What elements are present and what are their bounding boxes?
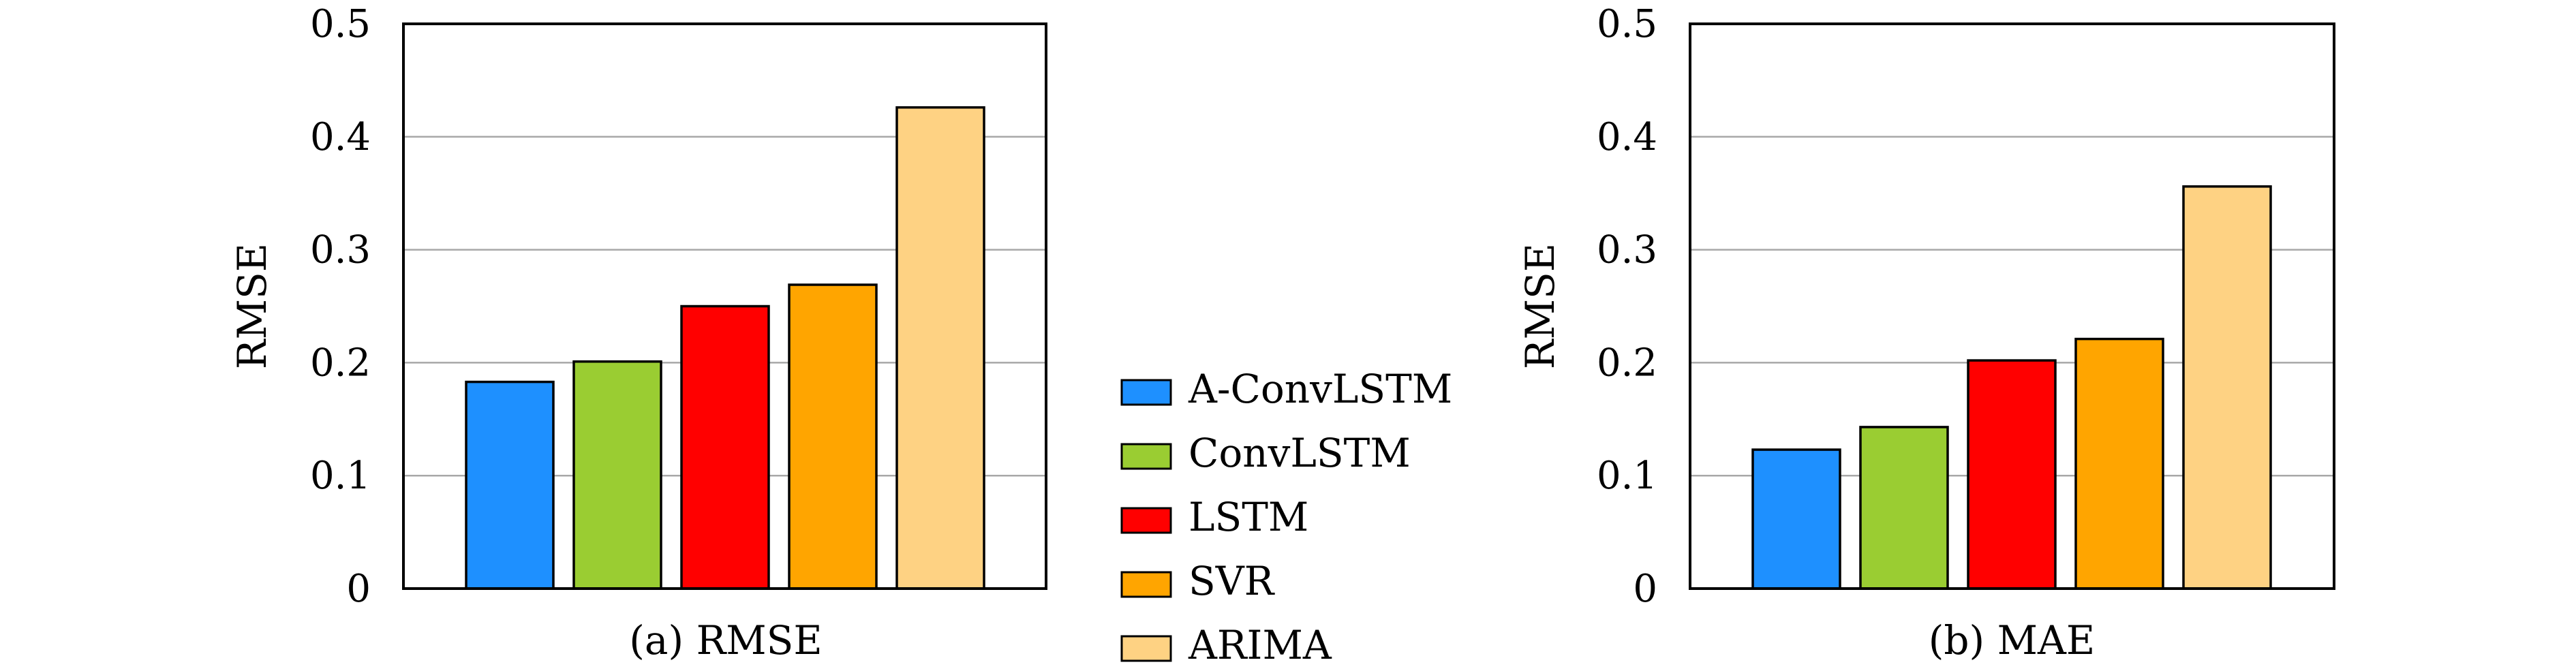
bar-convlstm [572,360,662,590]
legend-label: SVR [1189,558,1276,604]
bar-lstm [1967,359,2057,590]
chart-rmse: 0 0.1 0.2 0.3 0.4 0.5 RMSE (a) RMSE [229,2,1047,664]
y-tick-label: 0 [346,567,371,611]
legend-item: A-ConvLSTM [1120,366,1452,412]
bars-layer [1751,185,2272,590]
subfigure-caption: (a) RMSE [629,617,822,664]
legend-label: ConvLSTM [1189,430,1411,476]
y-axis-label: RMSE [1517,243,1563,369]
y-tick-label: 0.3 [310,228,371,272]
plot-frame [402,22,1047,590]
y-tick-label: 0.5 [310,2,371,46]
chart-mae: 0 0.1 0.2 0.3 0.4 0.5 RMSE (b) MAE [1517,2,2335,664]
legend: A-ConvLSTM ConvLSTM LSTM SVR ARIMA [1120,366,1452,668]
legend-label: LSTM [1189,494,1308,540]
bar-svr [2074,337,2164,590]
subfigure-caption: (b) MAE [1929,617,2095,664]
legend-swatch [1120,443,1172,470]
y-ticks: 0 0.1 0.2 0.3 0.4 0.5 [310,2,371,611]
y-tick-label: 0.2 [1597,341,1657,385]
y-tick-label: 0.5 [1597,2,1657,46]
legend-item: ConvLSTM [1120,430,1411,476]
y-tick-label: 0.4 [1597,115,1657,159]
y-tick-label: 0.4 [310,115,371,159]
bar-arima [2182,185,2272,590]
legend-label: A-ConvLSTM [1188,366,1452,412]
legend-swatch [1120,379,1172,406]
plot-frame [1689,22,2335,590]
bar-lstm [680,305,770,590]
bar-arima [895,106,985,590]
legend-swatch [1120,635,1172,662]
legend-swatch [1120,571,1172,598]
y-tick-label: 0.3 [1597,228,1657,272]
y-ticks: 0 0.1 0.2 0.3 0.4 0.5 [1597,2,1657,611]
y-tick-label: 0.1 [310,454,371,498]
y-tick-label: 0.1 [1597,454,1657,498]
bar-a-convlstm [1751,448,1841,590]
legend-item: ARIMA [1120,622,1332,668]
legend-swatch [1120,507,1172,534]
legend-item: LSTM [1120,494,1308,540]
y-tick-label: 0.2 [310,341,371,385]
bar-convlstm [1859,426,1949,590]
y-axis-label: RMSE [229,243,275,369]
bars-layer [465,106,985,590]
bar-a-convlstm [465,380,555,590]
legend-item: SVR [1120,558,1276,604]
y-tick-label: 0 [1633,567,1657,611]
legend-label: ARIMA [1188,622,1332,668]
bar-svr [788,283,878,590]
